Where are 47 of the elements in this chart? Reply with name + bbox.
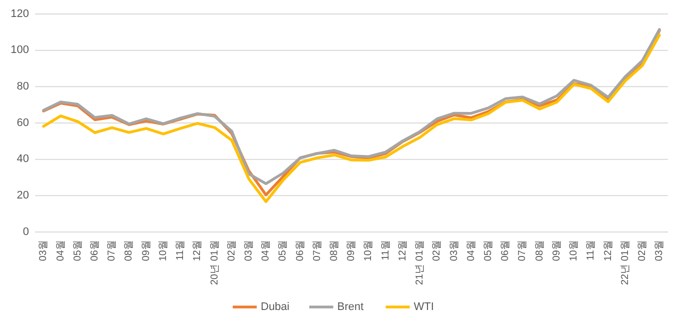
y-tick-label: 120 bbox=[10, 8, 29, 20]
x-tick-label: 02월 bbox=[636, 240, 648, 262]
x-tick-label: 09월 bbox=[551, 240, 562, 262]
x-tick-label: 10월 bbox=[158, 240, 169, 262]
x-tick-label: 03월 bbox=[38, 240, 50, 262]
x-tick-label: 11월 bbox=[586, 240, 597, 260]
x-tick-label: 07월 bbox=[106, 240, 118, 262]
x-tick-label: 21년 01월 bbox=[414, 240, 426, 286]
legend-label: WTI bbox=[414, 300, 434, 313]
x-tick-label: 08월 bbox=[534, 240, 546, 262]
x-tick-label: 10월 bbox=[568, 240, 580, 262]
y-tick-label: 0 bbox=[22, 226, 29, 238]
x-tick-label: 04월 bbox=[466, 240, 477, 262]
y-tick-label: 60 bbox=[16, 116, 29, 129]
x-tick-label: 05월 bbox=[278, 240, 289, 262]
x-tick-label: 20년 01월 bbox=[209, 240, 220, 286]
x-tick-label: 07월 bbox=[517, 240, 528, 262]
x-tick-label: 12월 bbox=[602, 240, 614, 262]
x-tick-label: 11월 bbox=[380, 240, 392, 260]
x-tick-label: 08월 bbox=[329, 240, 340, 262]
x-tick-label: 04월 bbox=[260, 240, 272, 262]
legend-label: Dubai bbox=[260, 300, 290, 313]
x-tick-label: 07월 bbox=[312, 240, 323, 262]
x-tick-label: 06월 bbox=[294, 240, 306, 262]
x-tick-label: 22년 01월 bbox=[620, 240, 631, 286]
x-tick-label: 10월 bbox=[363, 240, 374, 262]
legend-label: Brent bbox=[337, 300, 364, 313]
x-tick-label: 03월 bbox=[448, 240, 460, 262]
y-tick-label: 100 bbox=[10, 44, 29, 56]
y-tick-label: 40 bbox=[16, 153, 29, 166]
x-tick-label: 04월 bbox=[55, 240, 66, 262]
x-tick-label: 11월 bbox=[175, 240, 186, 260]
x-tick-label: 05월 bbox=[483, 240, 494, 262]
x-tick-label: 09월 bbox=[346, 240, 358, 262]
x-tick-label: 06월 bbox=[90, 240, 101, 262]
x-tick-label: 02월 bbox=[432, 240, 443, 262]
x-tick-label: 05월 bbox=[72, 240, 84, 262]
x-tick-label: 12월 bbox=[192, 240, 204, 262]
x-tick-label: 02월 bbox=[226, 240, 238, 262]
x-tick-label: 09월 bbox=[140, 240, 152, 262]
x-tick-label: 08월 bbox=[124, 240, 135, 262]
x-tick-label: 06월 bbox=[500, 240, 512, 262]
x-tick-label: 03월 bbox=[654, 240, 666, 262]
y-tick-label: 80 bbox=[16, 80, 29, 93]
y-tick-label: 20 bbox=[16, 190, 29, 202]
x-tick-label: 12월 bbox=[397, 240, 408, 262]
x-tick-label: 03월 bbox=[243, 240, 254, 262]
